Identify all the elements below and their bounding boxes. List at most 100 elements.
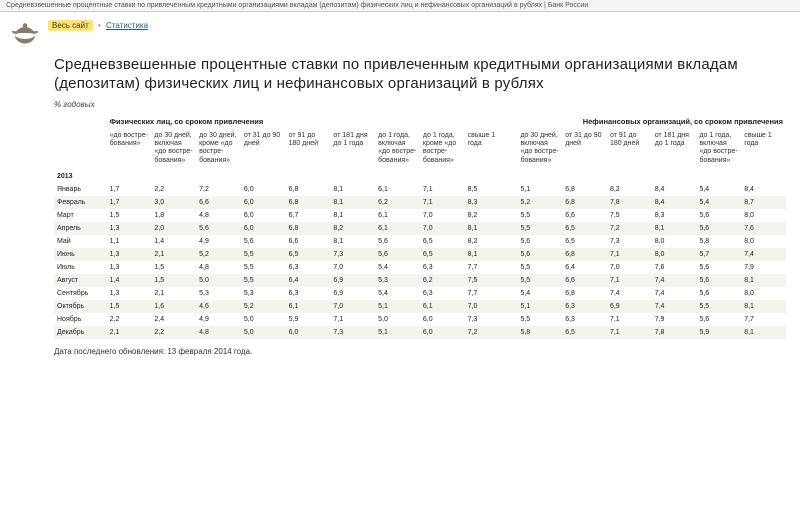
rate-cell: 5,5	[517, 261, 562, 274]
rate-cell: 6,7	[286, 209, 331, 222]
col-header: до 30 дней, включая «до востре-бования»	[151, 130, 196, 168]
rate-cell: 5,4	[375, 287, 420, 300]
rate-cell: 5,9	[696, 326, 741, 339]
rate-cell: 1,5	[107, 300, 152, 313]
rate-cell: 6,5	[562, 235, 607, 248]
rate-cell: 5,1	[517, 300, 562, 313]
rate-cell: 5,0	[241, 326, 286, 339]
rate-cell: 5,1	[375, 326, 420, 339]
col-header: до 1 года, включая «до востре-бования»	[375, 130, 420, 168]
table-row: Октябрь1,51,64,65,26,17,05,16,17,05,16,3…	[54, 300, 786, 313]
month-name: Май	[54, 235, 107, 248]
rate-cell: 7,6	[741, 222, 786, 235]
rate-cell: 8,1	[741, 300, 786, 313]
rate-cell: 4,6	[196, 300, 241, 313]
rate-cell: 8,1	[652, 222, 697, 235]
col-header: свыше 1 года	[465, 130, 510, 168]
table-row: Август1,41,55,05,56,46,95,36,27,55,56,67…	[54, 274, 786, 287]
rate-cell: 8,4	[652, 183, 697, 196]
month-name: Октябрь	[54, 300, 107, 313]
month-name: Февраль	[54, 196, 107, 209]
rate-cell: 7,8	[652, 326, 697, 339]
rate-cell: 6,8	[286, 222, 331, 235]
rate-cell: 4,9	[196, 313, 241, 326]
rate-cell: 7,0	[330, 261, 375, 274]
rate-cell: 5,6	[696, 313, 741, 326]
gap-cell	[510, 313, 518, 326]
rate-cell: 7,1	[330, 313, 375, 326]
breadcrumb-all-site[interactable]: Весь сайт	[48, 20, 93, 31]
rate-cell: 5,6	[696, 209, 741, 222]
rate-cell: 7,3	[465, 313, 510, 326]
rate-cell: 8,1	[741, 274, 786, 287]
col-header: до 30 дней, включая «до востре-бования»	[517, 130, 562, 168]
rate-cell: 7,0	[420, 209, 465, 222]
rate-cell: 6,4	[286, 274, 331, 287]
rate-cell: 8,1	[330, 209, 375, 222]
rate-cell: 7,1	[607, 248, 652, 261]
rate-cell: 5,0	[241, 313, 286, 326]
rate-cell: 7,1	[607, 313, 652, 326]
rate-cell: 1,3	[107, 287, 152, 300]
month-name: Ноябрь	[54, 313, 107, 326]
rate-cell: 7,0	[465, 300, 510, 313]
gap-cell	[510, 287, 518, 300]
table-row: Февраль1,73,06,66,06,88,16,27,18,35,26,8…	[54, 196, 786, 209]
rate-cell: 1,1	[107, 235, 152, 248]
rate-cell: 5,6	[696, 274, 741, 287]
rate-cell: 7,3	[330, 248, 375, 261]
rate-cell: 5,5	[517, 313, 562, 326]
rate-cell: 6,8	[562, 183, 607, 196]
rate-cell: 7,3	[330, 326, 375, 339]
month-name: Декабрь	[54, 326, 107, 339]
rate-cell: 3,0	[151, 196, 196, 209]
rate-cell: 8,5	[465, 183, 510, 196]
rate-cell: 6,3	[562, 313, 607, 326]
gap-cell	[510, 248, 518, 261]
last-updated-footer: Дата последнего обновления: 13 февраля 2…	[0, 339, 800, 356]
rate-cell: 8,0	[741, 235, 786, 248]
rate-cell: 5,7	[696, 248, 741, 261]
table-row: Декабрь2,12,24,85,06,07,35,16,07,25,86,5…	[54, 326, 786, 339]
rate-cell: 7,1	[420, 196, 465, 209]
rates-table: Физических лиц, со сроком привлечения Не…	[54, 115, 786, 340]
gap-cell	[510, 222, 518, 235]
year-row: 2013	[54, 167, 786, 183]
rate-cell: 5,3	[241, 287, 286, 300]
rate-cell: 7,2	[196, 183, 241, 196]
breadcrumb-statistics-link[interactable]: Статистика	[106, 21, 148, 30]
rate-cell: 8,2	[330, 222, 375, 235]
rate-cell: 6,4	[562, 261, 607, 274]
rate-cell: 5,5	[241, 261, 286, 274]
rate-cell: 7,0	[420, 222, 465, 235]
rate-cell: 7,0	[330, 300, 375, 313]
rate-cell: 6,8	[286, 183, 331, 196]
table-row: Март1,51,84,86,06,78,16,17,08,25,56,67,5…	[54, 209, 786, 222]
rate-cell: 4,9	[196, 235, 241, 248]
rate-cell: 7,9	[652, 313, 697, 326]
table-row: Сентябрь1,32,15,35,36,36,95,46,37,75,46,…	[54, 287, 786, 300]
rate-cell: 2,0	[151, 222, 196, 235]
rate-cell: 8,7	[741, 196, 786, 209]
rate-cell: 7,9	[741, 261, 786, 274]
rate-cell: 6,1	[375, 183, 420, 196]
rate-cell: 6,8	[562, 248, 607, 261]
rate-cell: 7,0	[607, 261, 652, 274]
rate-cell: 6,6	[562, 274, 607, 287]
rate-cell: 5,6	[196, 222, 241, 235]
rate-cell: 2,2	[151, 183, 196, 196]
rate-cell: 1,5	[107, 209, 152, 222]
rate-cell: 5,4	[696, 183, 741, 196]
gap-cell	[510, 183, 518, 196]
group-organizations-header: Нефинансовых организаций, со сроком прив…	[517, 115, 786, 130]
rate-cell: 6,5	[420, 235, 465, 248]
rate-cell: 5,6	[375, 235, 420, 248]
rate-cell: 7,4	[652, 300, 697, 313]
rate-cell: 6,8	[562, 196, 607, 209]
breadcrumb-separator: •	[95, 21, 104, 30]
rate-cell: 7,7	[465, 261, 510, 274]
rate-cell: 8,1	[741, 326, 786, 339]
rate-cell: 8,1	[465, 248, 510, 261]
rate-cell: 6,9	[330, 287, 375, 300]
rate-cell: 5,3	[196, 287, 241, 300]
